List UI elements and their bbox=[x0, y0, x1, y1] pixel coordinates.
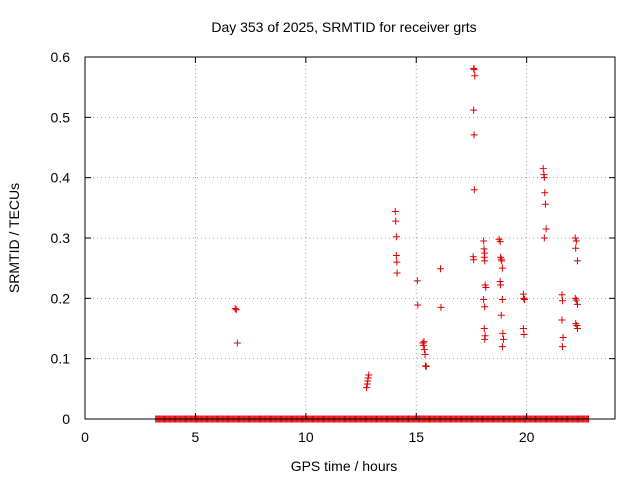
data-point bbox=[413, 277, 421, 285]
data-point bbox=[499, 329, 507, 337]
data-point bbox=[573, 325, 581, 332]
data-point bbox=[393, 258, 401, 266]
data-point bbox=[420, 338, 428, 346]
data-point bbox=[437, 303, 445, 311]
data-point bbox=[573, 321, 581, 329]
data-point bbox=[470, 131, 478, 139]
data-point bbox=[437, 265, 445, 273]
data-point bbox=[541, 189, 549, 197]
data-point bbox=[498, 264, 506, 272]
data-point bbox=[481, 303, 489, 311]
data-point bbox=[392, 233, 400, 241]
data-point bbox=[414, 301, 422, 309]
data-point bbox=[519, 325, 527, 332]
data-point bbox=[420, 346, 428, 354]
grid bbox=[85, 57, 615, 419]
data-point bbox=[542, 225, 550, 233]
data-point bbox=[540, 174, 548, 182]
data-point bbox=[233, 339, 241, 347]
data-point bbox=[498, 257, 506, 265]
data-point bbox=[571, 234, 579, 242]
data-point bbox=[572, 320, 580, 328]
data-point bbox=[391, 207, 399, 215]
chart-title: Day 353 of 2025, SRMTID for receiver grt… bbox=[211, 19, 476, 35]
data-point bbox=[480, 245, 488, 253]
data-point bbox=[232, 306, 240, 314]
data-point bbox=[480, 296, 488, 304]
data-point bbox=[482, 283, 490, 291]
data-point bbox=[480, 325, 488, 332]
y-tick-label: 0.5 bbox=[51, 109, 71, 125]
data-point bbox=[470, 186, 478, 194]
data-point bbox=[364, 374, 372, 382]
data-point bbox=[497, 253, 505, 261]
data-point bbox=[471, 72, 479, 80]
data-point bbox=[558, 343, 566, 351]
data-point bbox=[572, 244, 580, 252]
data-point bbox=[558, 297, 566, 305]
data-point bbox=[470, 66, 478, 74]
x-tick-label: 0 bbox=[81, 429, 89, 445]
x-tick-label: 5 bbox=[192, 429, 200, 445]
data-point bbox=[393, 269, 401, 277]
data-point bbox=[541, 200, 549, 208]
data-point bbox=[539, 165, 547, 173]
data-point bbox=[520, 331, 528, 339]
data-point bbox=[419, 341, 427, 349]
data-point bbox=[392, 251, 400, 259]
x-tick-label: 10 bbox=[298, 429, 314, 445]
y-tick-label: 0.1 bbox=[51, 351, 71, 367]
axis-ticks: 0 0.1 0.2 0.3 0.4 0.5 0.6 0 5 10 15 20 bbox=[51, 49, 615, 445]
data-point bbox=[540, 234, 548, 242]
data-point bbox=[231, 305, 239, 313]
data-point bbox=[558, 291, 566, 299]
data-point bbox=[496, 238, 504, 246]
data-point bbox=[481, 257, 489, 265]
x-tick-label: 20 bbox=[519, 429, 535, 445]
data-point bbox=[571, 294, 579, 302]
data-point bbox=[481, 335, 489, 343]
y-tick-label: 0.2 bbox=[51, 290, 71, 306]
data-point bbox=[520, 294, 528, 302]
data-point bbox=[365, 371, 373, 379]
data-point bbox=[470, 106, 478, 114]
data-point bbox=[498, 343, 506, 351]
x-axis-label: GPS time / hours bbox=[291, 458, 398, 474]
y-tick-label: 0.6 bbox=[51, 49, 71, 65]
y-tick-label: 0.3 bbox=[51, 230, 71, 246]
data-point bbox=[497, 311, 505, 319]
data-point bbox=[572, 296, 580, 304]
y-tick-label: 0 bbox=[62, 411, 70, 427]
data-point bbox=[573, 257, 581, 265]
data-point bbox=[363, 384, 371, 392]
y-axis-label: SRMTID / TECUs bbox=[6, 183, 22, 293]
data-point bbox=[520, 296, 528, 304]
data-point bbox=[480, 237, 488, 245]
data-point bbox=[499, 335, 507, 343]
data-point bbox=[558, 316, 566, 324]
data-point bbox=[392, 217, 400, 225]
data-point bbox=[498, 296, 506, 304]
data-point bbox=[559, 334, 567, 342]
data-point bbox=[421, 350, 429, 358]
x-tick-label: 15 bbox=[408, 429, 424, 445]
data-point bbox=[573, 300, 581, 308]
data-point bbox=[572, 237, 580, 245]
data-point bbox=[497, 281, 505, 289]
data-point bbox=[422, 362, 430, 370]
data-point bbox=[470, 256, 478, 264]
data-point bbox=[422, 363, 430, 371]
y-tick-label: 0.4 bbox=[51, 170, 71, 186]
